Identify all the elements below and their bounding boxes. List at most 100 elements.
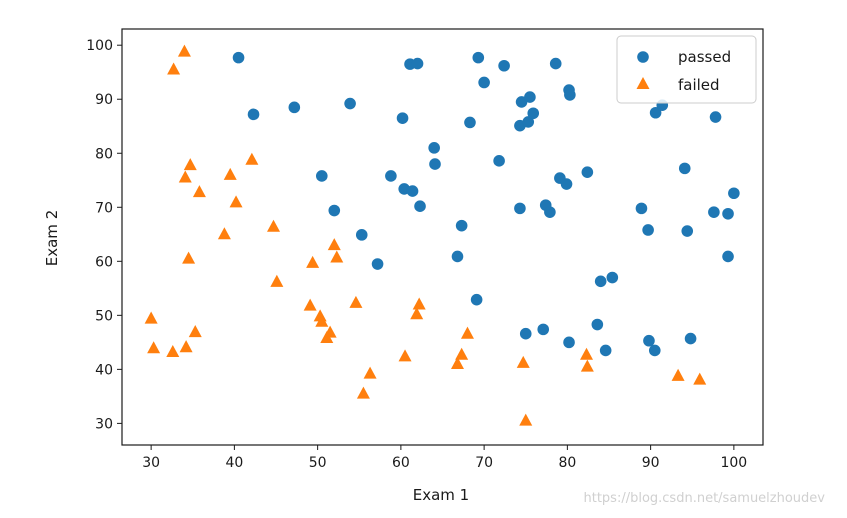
- failed-point-38: [671, 368, 685, 381]
- failed-point-28: [398, 349, 412, 362]
- passed-point-55: [708, 206, 720, 218]
- failed-point-31: [450, 356, 464, 369]
- passed-point-17: [451, 250, 464, 263]
- passed-point-39: [564, 89, 576, 101]
- failed-point-16: [270, 274, 284, 287]
- y-tick-label-30: 30: [95, 416, 113, 432]
- passed-point-47: [642, 224, 654, 236]
- passed-point-45: [606, 271, 619, 284]
- x-tick-label-100: 100: [720, 455, 747, 471]
- passed-point-30: [524, 91, 536, 103]
- passed-point-58: [722, 250, 734, 263]
- passed-point-1: [247, 108, 260, 121]
- y-tick-label-70: 70: [95, 200, 113, 216]
- passed-point-16: [429, 158, 441, 170]
- passed-point-20: [470, 293, 483, 306]
- passed-point-3: [315, 170, 328, 182]
- data-points: [144, 44, 740, 426]
- failed-point-37: [580, 359, 594, 372]
- y-tick-label-80: 80: [95, 146, 113, 162]
- passed-point-9: [396, 112, 409, 124]
- failed-point-35: [519, 413, 533, 426]
- legend-failed-marker: [636, 77, 650, 89]
- failed-point-9: [188, 325, 202, 338]
- passed-point-29: [522, 116, 535, 128]
- legend: passed failed: [616, 35, 757, 104]
- y-tick-label-50: 50: [95, 308, 113, 324]
- failed-point-4: [177, 44, 191, 57]
- passed-point-50: [649, 106, 662, 119]
- legend-passed-label: passed: [678, 48, 731, 66]
- failed-point-24: [330, 250, 344, 263]
- failed-point-32: [455, 347, 469, 360]
- y-tick-label-90: 90: [95, 92, 113, 108]
- passed-point-2: [288, 101, 301, 114]
- failed-point-11: [217, 227, 231, 240]
- passed-point-32: [537, 323, 550, 336]
- passed-point-15: [428, 142, 440, 154]
- y-tick-label-100: 100: [86, 38, 113, 54]
- failed-point-27: [363, 366, 377, 379]
- passed-point-31: [527, 107, 540, 120]
- legend-failed-label: failed: [678, 76, 720, 94]
- failed-point-3: [167, 62, 181, 75]
- passed-point-59: [728, 187, 740, 200]
- passed-point-37: [560, 178, 573, 190]
- passed-point-48: [643, 334, 655, 347]
- passed-point-12: [406, 185, 419, 197]
- x-tick-label-90: 90: [642, 455, 660, 471]
- failed-point-12: [223, 167, 237, 180]
- failed-point-6: [179, 340, 193, 353]
- y-tick-label-40: 40: [95, 362, 113, 378]
- failed-point-2: [166, 345, 180, 358]
- passed-point-6: [355, 229, 368, 241]
- failed-point-39: [693, 372, 707, 385]
- failed-point-20: [315, 314, 329, 327]
- passed-point-57: [722, 207, 734, 220]
- legend-passed-marker: [637, 51, 649, 63]
- failed-point-36: [580, 347, 594, 360]
- passed-point-14: [414, 200, 426, 213]
- passed-point-34: [544, 206, 556, 218]
- failed-point-8: [183, 158, 197, 171]
- passed-point-43: [594, 275, 607, 288]
- failed-point-15: [267, 219, 281, 232]
- x-tick-label-80: 80: [558, 455, 576, 471]
- passed-point-13: [411, 57, 424, 70]
- passed-point-46: [635, 202, 648, 215]
- failed-point-5: [178, 170, 192, 183]
- x-tick-label-60: 60: [392, 455, 410, 471]
- failed-point-17: [303, 298, 317, 311]
- passed-point-7: [371, 258, 384, 270]
- failed-point-10: [192, 185, 206, 198]
- watermark-text: https://blog.csdn.net/samuelzhoudev: [583, 491, 825, 506]
- axis-ticks: 30 40 50 60 70 80 90 100 30 40 50 60 70 80 90 100: [86, 38, 747, 471]
- x-tick-label-70: 70: [475, 455, 493, 471]
- failed-point-14: [245, 152, 259, 165]
- failed-point-30: [412, 297, 426, 310]
- passed-point-19: [464, 116, 476, 129]
- failed-point-34: [516, 355, 530, 368]
- y-axis-label: Exam 2: [43, 210, 61, 266]
- failed-point-18: [306, 255, 320, 268]
- failed-point-0: [144, 311, 158, 324]
- passed-point-23: [493, 155, 505, 167]
- passed-point-22: [478, 76, 490, 89]
- passed-point-53: [681, 225, 694, 237]
- x-tick-label-50: 50: [309, 455, 327, 471]
- passed-point-44: [599, 344, 612, 357]
- passed-point-4: [328, 204, 341, 217]
- passed-point-52: [678, 162, 691, 175]
- failed-point-13: [229, 195, 243, 208]
- passed-point-24: [498, 59, 510, 72]
- x-tick-label-40: 40: [225, 455, 243, 471]
- passed-point-49: [648, 344, 661, 357]
- failed-point-22: [323, 325, 337, 338]
- passed-point-25: [514, 202, 526, 215]
- passed-point-56: [709, 111, 722, 123]
- passed-point-5: [344, 97, 356, 110]
- passed-point-8: [385, 170, 397, 182]
- passed-point-42: [591, 318, 604, 331]
- x-tick-label-30: 30: [142, 455, 160, 471]
- passed-point-41: [581, 166, 594, 178]
